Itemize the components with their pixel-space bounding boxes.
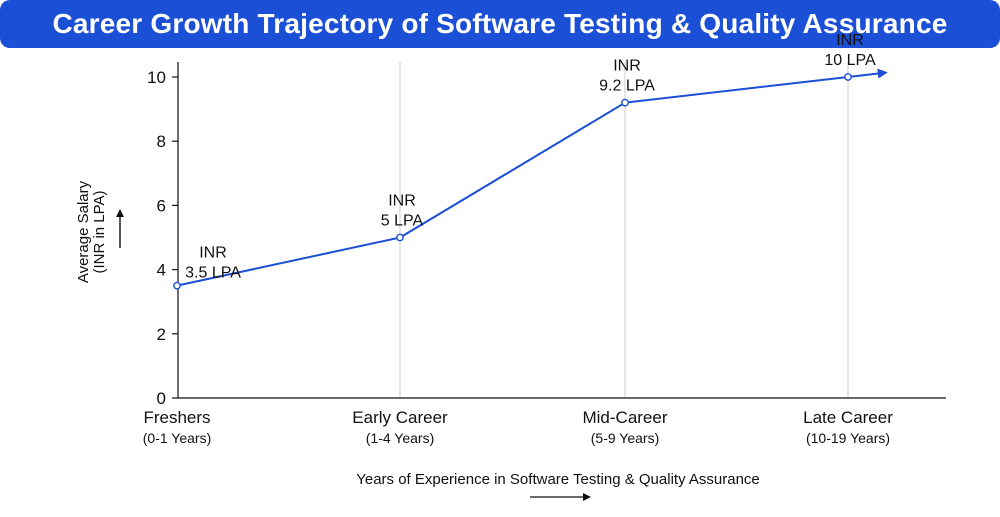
- data-label: 5 LPA: [381, 213, 424, 230]
- title-banner: Career Growth Trajectory of Software Tes…: [0, 0, 1000, 48]
- series-end-arrow: [847, 68, 888, 79]
- x-tick-sublabel: (0-1 Years): [143, 430, 211, 446]
- y-tick-label: 4: [157, 261, 166, 280]
- y-tick-label: 10: [147, 68, 166, 87]
- y-tick-label: 6: [157, 196, 166, 215]
- x-tick-label: Mid-Career: [582, 408, 667, 427]
- y-tick-label: 0: [157, 389, 166, 408]
- data-label: 3.5 LPA: [185, 265, 241, 282]
- data-point-1: [396, 233, 404, 242]
- data-point-3: [844, 73, 852, 81]
- data-label: 9.2 LPA: [599, 78, 655, 95]
- chart-title: Career Growth Trajectory of Software Tes…: [52, 8, 948, 39]
- data-label: 10 LPA: [824, 52, 876, 69]
- x-tick-label: Freshers: [143, 408, 210, 427]
- data-label: INR: [613, 58, 641, 75]
- labels: Freshers (0-1 Years) Early Career (1-4 Year…: [75, 32, 893, 501]
- y-axis-title: Average Salary (INR in LPA): [75, 180, 108, 283]
- x-tick-label: Late Career: [803, 408, 893, 427]
- y-tick-label: 2: [157, 325, 166, 344]
- y-tick-label: 8: [157, 132, 166, 151]
- series-salary: [173, 68, 888, 290]
- y-axis-title-line1: Average Salary: [75, 180, 92, 283]
- grid-lines: [399, 62, 849, 398]
- data-point-0: [173, 281, 181, 290]
- data-label: INR: [199, 245, 227, 262]
- data-label: INR: [388, 193, 416, 210]
- data-label: INR: [836, 32, 864, 49]
- axes: 0 2 4 6 8 10: [147, 62, 946, 408]
- data-point-2: [621, 98, 629, 107]
- x-tick-label: Early Career: [352, 408, 448, 427]
- y-axis-title-line2: (INR in LPA): [91, 190, 108, 273]
- series-line: [176, 76, 849, 287]
- x-tick-sublabel: (5-9 Years): [591, 430, 659, 446]
- x-tick-sublabel: (1-4 Years): [366, 430, 434, 446]
- x-axis-title: Years of Experience in Software Testing …: [356, 471, 760, 488]
- x-tick-sublabel: (10-19 Years): [806, 430, 890, 446]
